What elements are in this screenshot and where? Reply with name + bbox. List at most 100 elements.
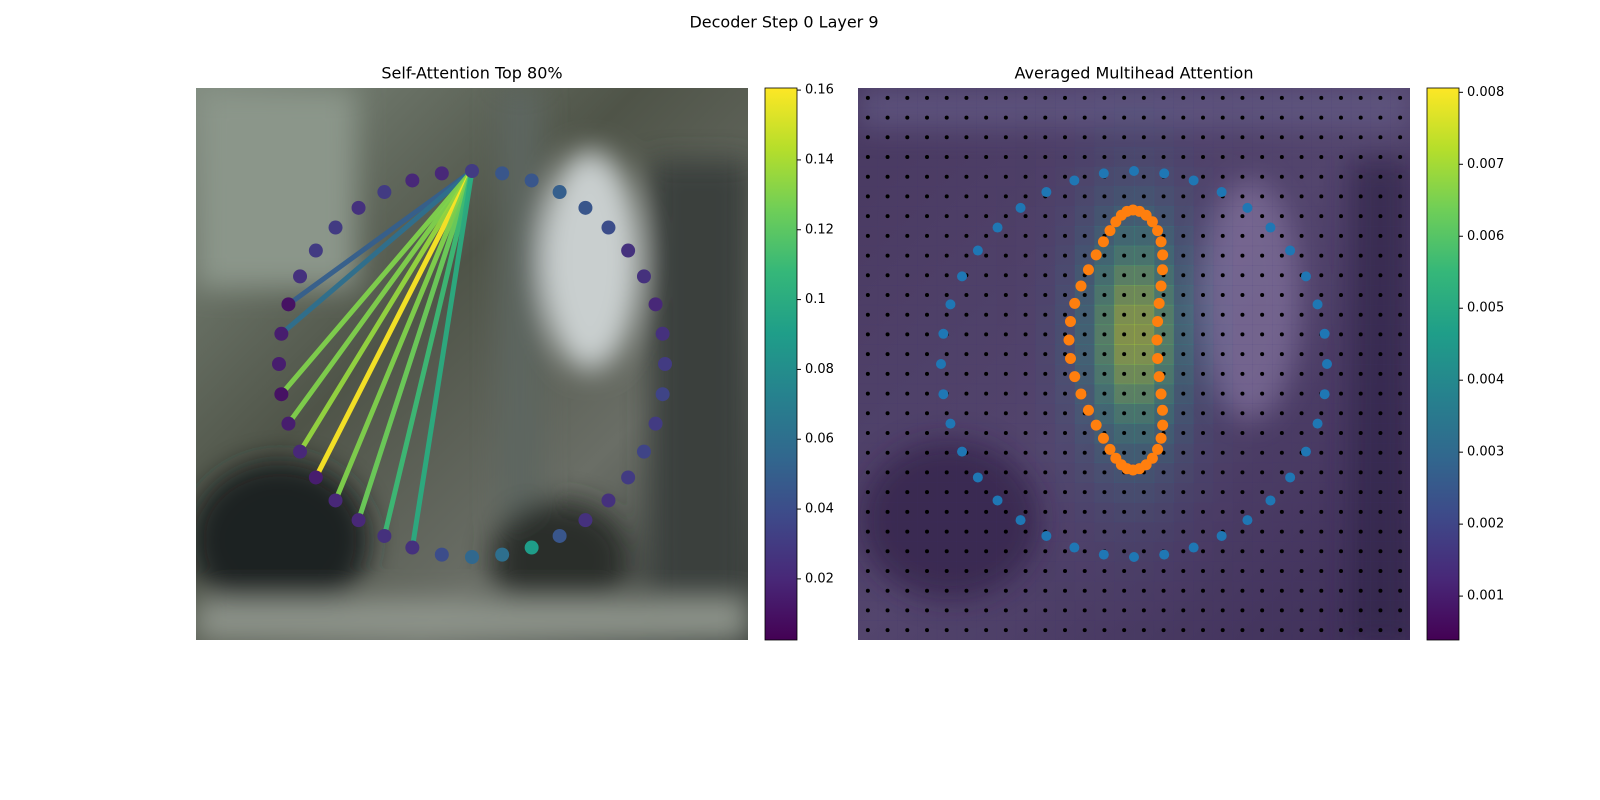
grid-dot bbox=[925, 569, 929, 573]
grid-dot bbox=[1358, 391, 1363, 396]
grid-dot bbox=[1063, 312, 1067, 317]
grid-dot bbox=[1043, 214, 1048, 219]
grid-dot bbox=[1201, 371, 1205, 376]
grid-dot bbox=[1279, 391, 1284, 396]
grid-dot bbox=[1240, 332, 1245, 337]
grid-dot bbox=[1398, 115, 1403, 120]
grid-dot bbox=[984, 529, 989, 534]
grid-dot bbox=[1339, 155, 1343, 159]
grid-dot bbox=[885, 253, 890, 258]
grid-dot bbox=[1398, 233, 1403, 238]
grid-dot bbox=[1003, 529, 1008, 534]
grid-dot bbox=[1339, 411, 1343, 416]
grid-dot bbox=[885, 352, 890, 357]
grid-dot bbox=[1358, 450, 1363, 455]
grid-dot bbox=[1240, 194, 1245, 199]
grid-dot bbox=[885, 312, 890, 317]
grid-dot bbox=[1319, 135, 1324, 140]
grid-dot bbox=[1043, 608, 1048, 613]
point bbox=[274, 326, 289, 341]
point bbox=[1098, 549, 1109, 560]
grid-dot bbox=[1063, 431, 1067, 435]
attention-line bbox=[286, 169, 475, 426]
grid-dot bbox=[1260, 529, 1265, 534]
point bbox=[1155, 236, 1167, 248]
grid-dot bbox=[1358, 312, 1363, 317]
point bbox=[552, 528, 567, 543]
grid-dot bbox=[1082, 95, 1087, 100]
grid-dot bbox=[1043, 233, 1048, 238]
grid-dot bbox=[1339, 273, 1343, 278]
grid-dot bbox=[1181, 628, 1186, 633]
grid-dot bbox=[1043, 490, 1048, 495]
grid-dot bbox=[1043, 332, 1048, 337]
grid-dot bbox=[1319, 588, 1324, 593]
grid-dot bbox=[1122, 431, 1127, 435]
grid-dot bbox=[885, 214, 890, 219]
grid-dot bbox=[1339, 332, 1343, 337]
grid-dot bbox=[1181, 549, 1186, 554]
grid-dot bbox=[1299, 628, 1304, 633]
grid-dot bbox=[1122, 194, 1127, 199]
point bbox=[1104, 225, 1116, 237]
grid-dot bbox=[964, 529, 969, 534]
grid-dot bbox=[1319, 194, 1324, 199]
grid-dot bbox=[1043, 470, 1048, 475]
grid-dot bbox=[925, 628, 929, 633]
grid-dot bbox=[944, 509, 949, 514]
grid-dot bbox=[1201, 155, 1205, 159]
grid-dot bbox=[1260, 253, 1265, 258]
grid-dot bbox=[944, 273, 949, 278]
colorbar-tick-label: 0.08 bbox=[805, 362, 834, 377]
grid-dot bbox=[1378, 352, 1383, 357]
grid-dot bbox=[1003, 174, 1008, 179]
attention-line bbox=[286, 168, 474, 307]
grid-dot bbox=[1201, 253, 1205, 258]
grid-dot bbox=[1279, 509, 1284, 514]
grid-dot bbox=[1181, 509, 1186, 514]
grid-dot bbox=[1220, 155, 1225, 159]
grid-dot bbox=[1082, 608, 1087, 613]
grid-dot bbox=[1161, 214, 1166, 219]
grid-dot bbox=[1003, 312, 1008, 317]
grid-dot bbox=[1023, 233, 1028, 238]
point bbox=[1152, 353, 1164, 365]
grid-dot bbox=[1082, 371, 1087, 376]
grid-dot bbox=[1122, 312, 1127, 317]
grid-dot bbox=[1181, 431, 1186, 435]
point bbox=[938, 389, 949, 400]
grid-dot bbox=[1319, 233, 1324, 238]
point bbox=[293, 444, 308, 459]
point bbox=[1152, 443, 1164, 455]
grid-dot bbox=[964, 352, 969, 357]
grid-dot bbox=[1378, 549, 1383, 554]
grid-dot bbox=[1319, 273, 1324, 278]
grid-dot bbox=[1023, 490, 1028, 495]
grid-dot bbox=[1339, 588, 1343, 593]
grid-dot bbox=[865, 569, 870, 573]
grid-dot bbox=[984, 431, 989, 435]
grid-dot bbox=[1319, 490, 1324, 495]
grid-dot bbox=[905, 588, 910, 593]
attention-line bbox=[297, 169, 475, 453]
point bbox=[1063, 334, 1075, 346]
colorbar bbox=[764, 87, 798, 641]
grid-dot bbox=[1003, 569, 1008, 573]
grid-dot bbox=[925, 490, 929, 495]
grid-dot bbox=[1339, 293, 1343, 297]
point bbox=[1069, 175, 1080, 186]
point bbox=[434, 547, 449, 562]
grid-dot bbox=[964, 95, 969, 100]
colorbar-tick-label: 0.003 bbox=[1467, 445, 1504, 460]
grid-dot bbox=[1201, 509, 1205, 514]
grid-dot bbox=[1023, 293, 1028, 297]
point bbox=[1151, 334, 1163, 346]
grid-dot bbox=[1201, 312, 1205, 317]
grid-dot bbox=[1003, 194, 1008, 199]
grid-dot bbox=[1299, 549, 1304, 554]
grid-dot bbox=[1122, 174, 1127, 179]
grid-dot bbox=[905, 371, 910, 376]
grid-dot bbox=[1122, 411, 1127, 416]
grid-dot bbox=[1003, 155, 1008, 159]
point bbox=[658, 357, 672, 371]
